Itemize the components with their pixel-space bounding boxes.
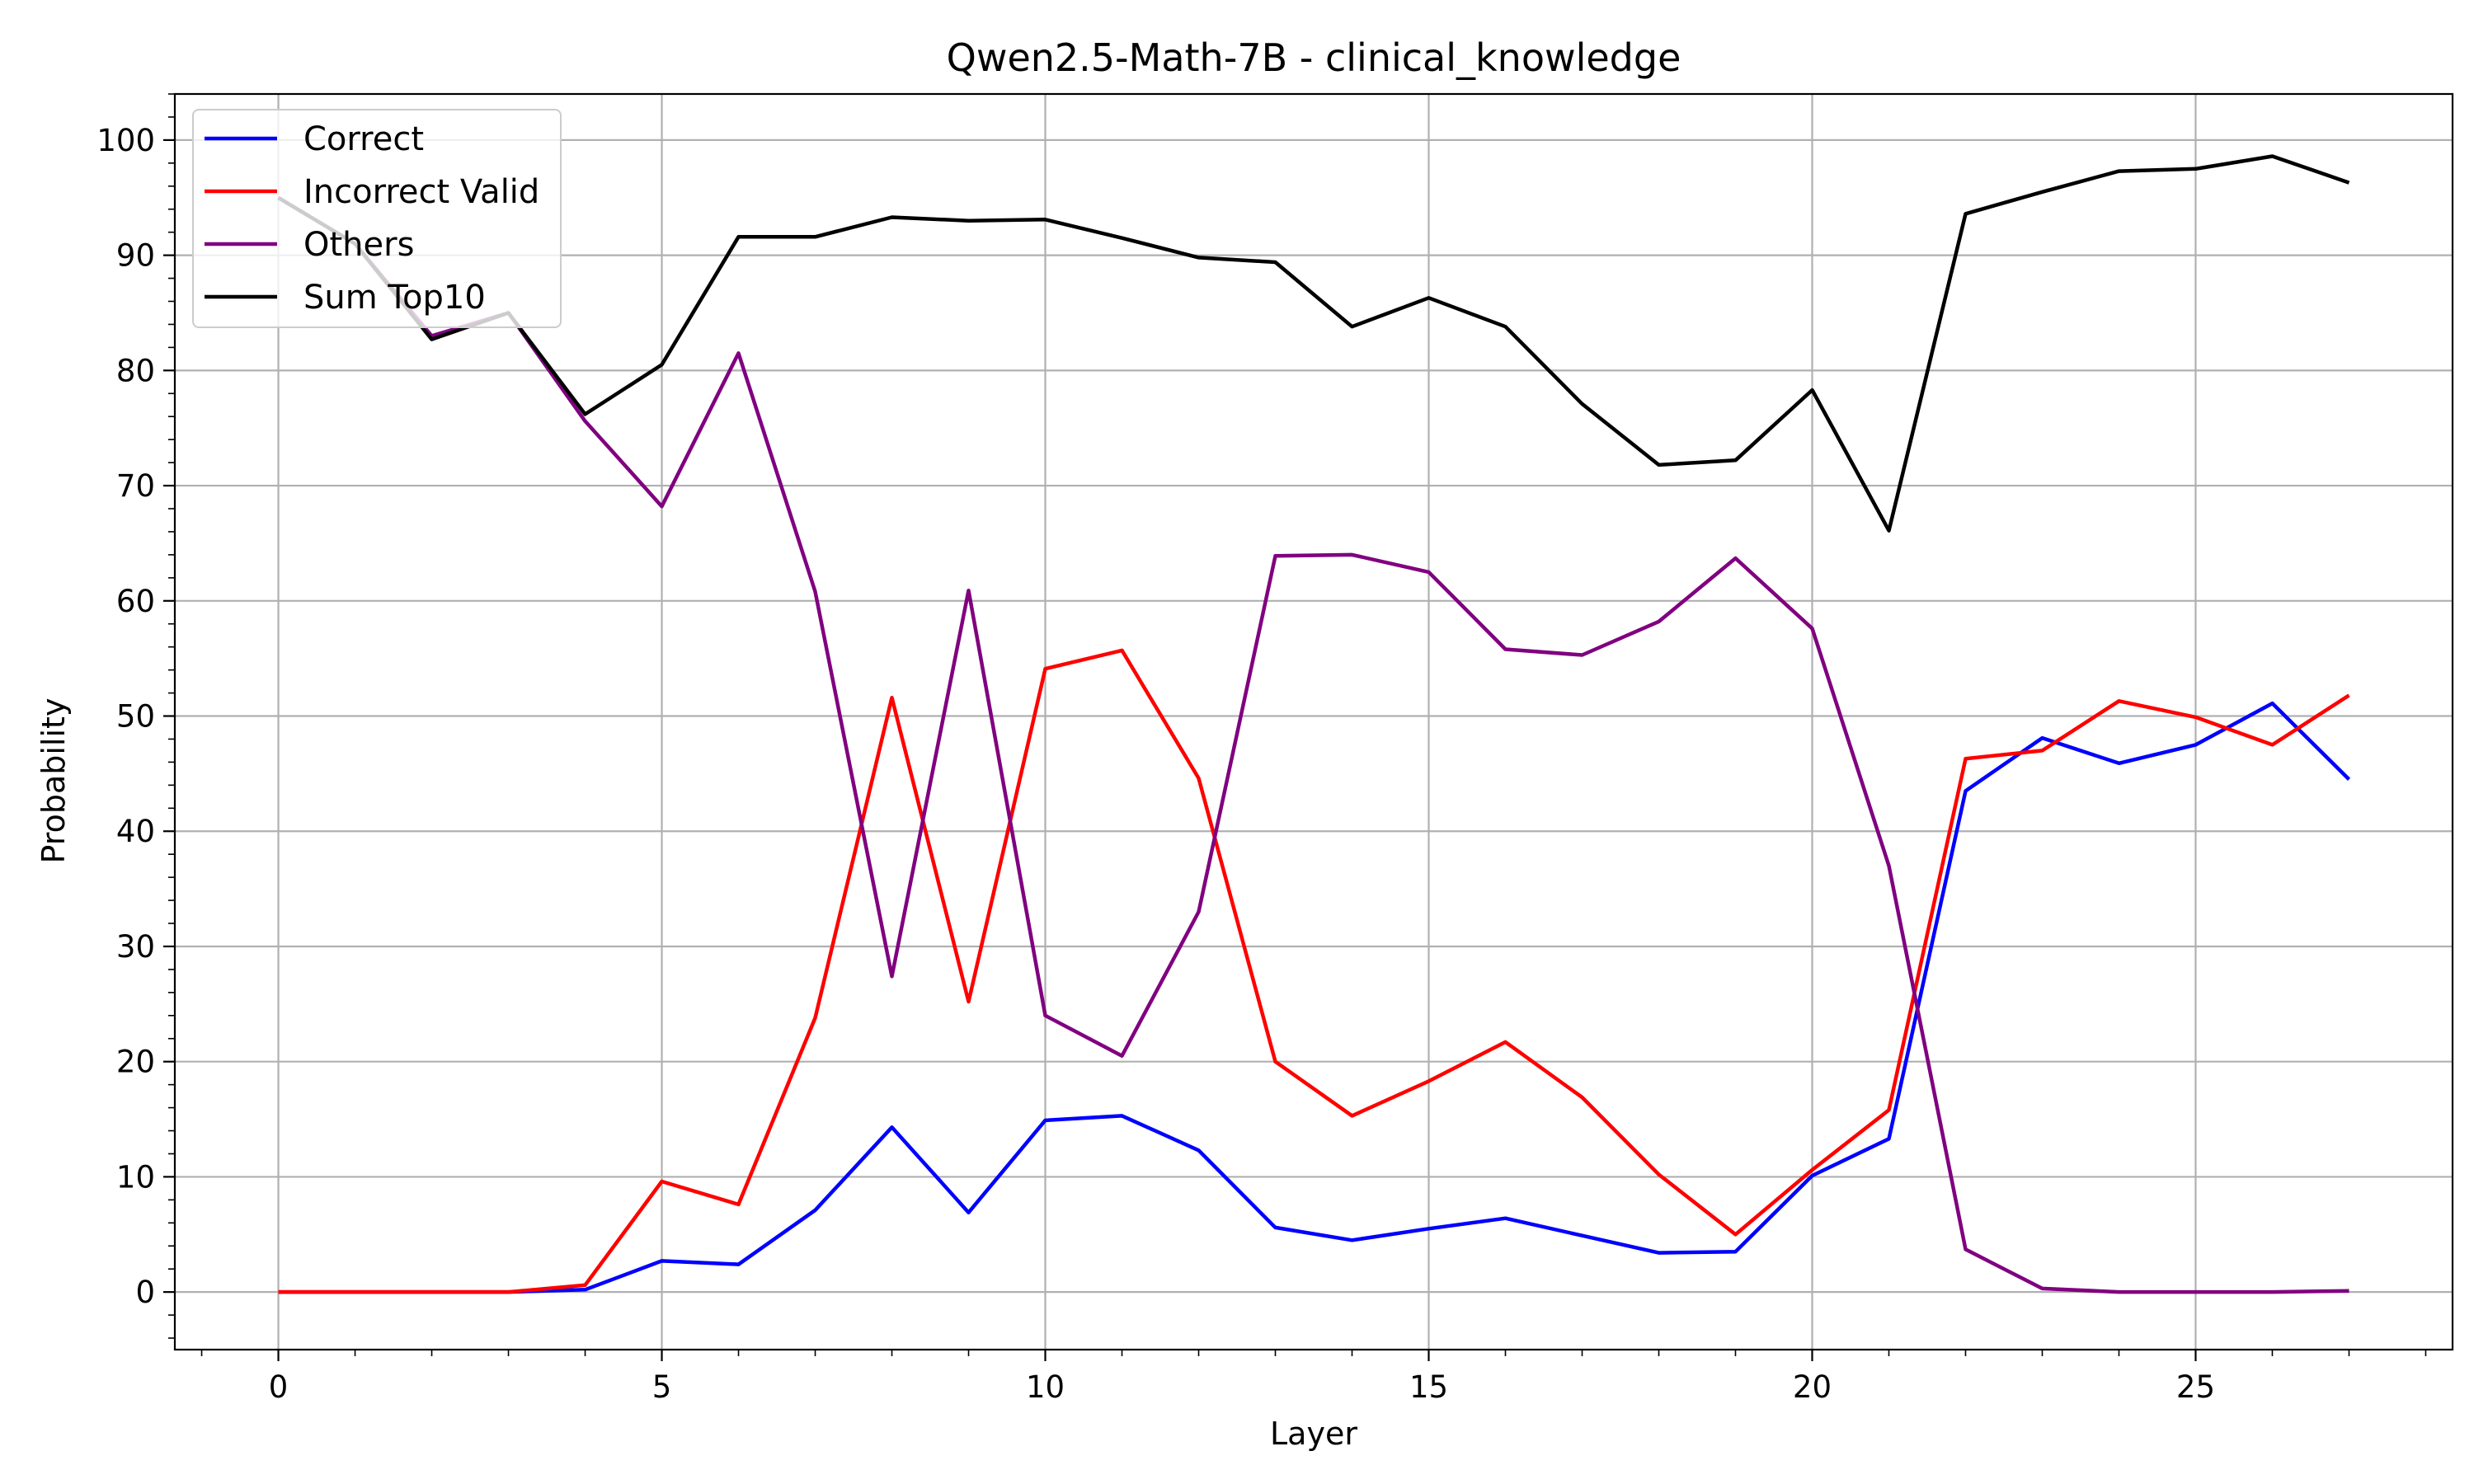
axis-tick-labels: 0 5 10 15 20 25 0 10 20 30 40 50 60 70 80 90 100 xyxy=(96,123,2215,1405)
plot-frame xyxy=(173,92,2454,1351)
legend-label-incorrect-valid: Incorrect Valid xyxy=(303,173,539,211)
y-tick-label: 30 xyxy=(116,929,155,965)
series-line-incorrect-valid xyxy=(278,648,2350,1294)
x-tick-label: 10 xyxy=(1026,1369,1065,1405)
legend-label-sum-top10: Sum Top10 xyxy=(303,279,486,317)
series-line-correct xyxy=(278,701,2351,1294)
x-tick-label: 25 xyxy=(2176,1369,2215,1405)
y-tick-label: 90 xyxy=(116,238,155,274)
y-tick-label: 20 xyxy=(116,1045,155,1080)
y-tick-label: 10 xyxy=(116,1159,155,1195)
y-tick-label: 0 xyxy=(135,1275,155,1310)
y-tick-label: 80 xyxy=(116,353,155,388)
x-tick-label: 15 xyxy=(1409,1369,1448,1405)
series-line-sum-top10 xyxy=(277,154,2350,533)
axis-ticks xyxy=(163,93,2427,1361)
grid-lines xyxy=(175,94,2453,1350)
x-tick-label: 0 xyxy=(269,1369,289,1405)
series-lines xyxy=(277,154,2351,1294)
x-tick-label: 5 xyxy=(652,1369,672,1405)
legend: Correct Incorrect Valid Others Sum Top10 xyxy=(192,109,562,328)
y-tick-label: 50 xyxy=(116,699,155,735)
y-axis-label: Probability xyxy=(35,698,72,864)
y-tick-label: 100 xyxy=(96,123,155,158)
legend-label-correct: Correct xyxy=(303,120,424,158)
x-tick-label: 20 xyxy=(1793,1369,1832,1405)
legend-label-others: Others xyxy=(303,226,414,264)
x-axis-label: Layer xyxy=(1270,1416,1357,1452)
y-tick-label: 60 xyxy=(116,584,155,619)
y-tick-label: 70 xyxy=(116,468,155,504)
chart-title: Qwen2.5-Math-7B - clinical_knowledge xyxy=(947,35,1681,80)
series-line-others xyxy=(277,195,2349,1294)
legend-box xyxy=(192,109,562,328)
y-tick-label: 40 xyxy=(116,814,155,849)
